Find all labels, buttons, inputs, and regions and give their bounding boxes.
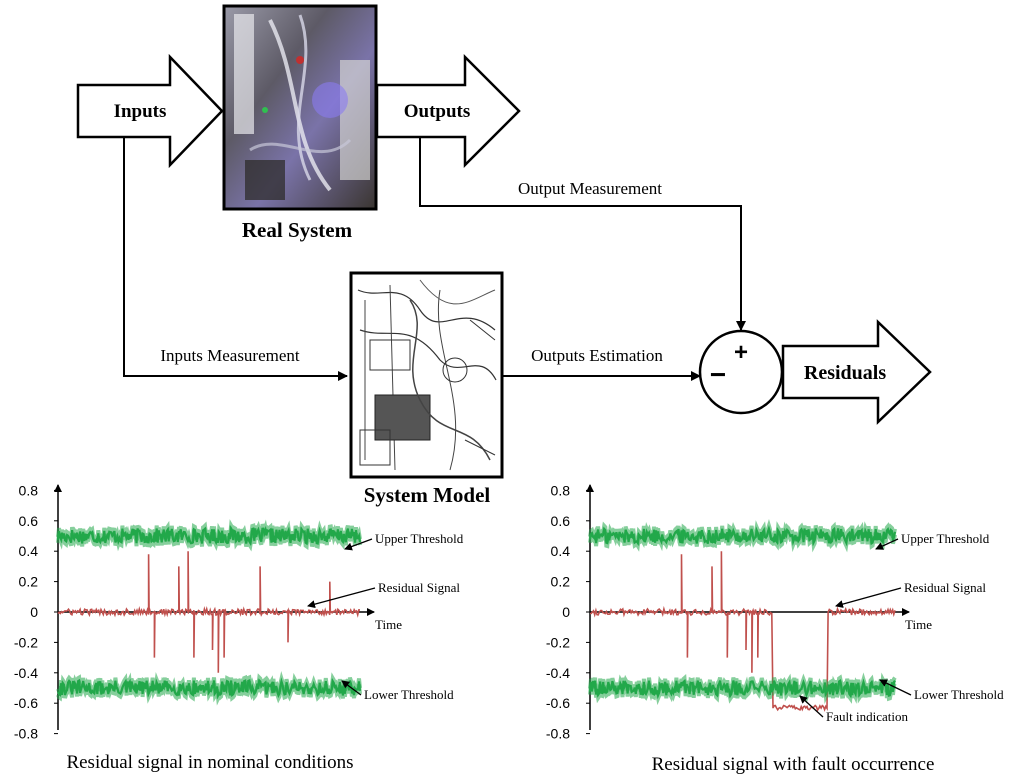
outputs-label: Outputs bbox=[404, 101, 471, 122]
outputs-arrow-shape bbox=[375, 53, 521, 169]
annotation-arrow bbox=[875, 538, 899, 550]
series-band bbox=[56, 670, 362, 700]
annotation-label: Lower Threshold bbox=[364, 687, 454, 702]
y-tick-label: -0.2 bbox=[14, 634, 38, 650]
y-tick-label: 0 bbox=[562, 604, 570, 620]
x-axis-label: Time bbox=[905, 617, 932, 632]
y-tick-label: -0.8 bbox=[546, 726, 570, 742]
annotation-label: Upper Threshold bbox=[901, 531, 990, 546]
nominal-residual-chart: 0.8 0.6 0.4 0.2 0 -0.2 -0.4 -0.6 -0.8 Upper Thres… bbox=[14, 482, 464, 773]
y-tick-label: -0.2 bbox=[546, 634, 570, 650]
inputs-label: Inputs bbox=[114, 101, 167, 122]
annotation-label: Residual Signal bbox=[378, 580, 460, 595]
output-measurement-line bbox=[419, 137, 746, 331]
residuals-label: Residuals bbox=[804, 362, 886, 384]
annotation-arrow bbox=[835, 587, 902, 608]
minus-sign: − bbox=[710, 359, 726, 390]
y-tick-label: 0.8 bbox=[19, 482, 39, 498]
annotation-arrow bbox=[341, 680, 362, 696]
annotation-arrow bbox=[879, 679, 912, 696]
y-tick-label: 0 bbox=[30, 604, 38, 620]
y-tick-label: 0.6 bbox=[551, 513, 571, 529]
output-measurement-label: Output Measurement bbox=[518, 179, 662, 198]
annotation-arrow bbox=[307, 587, 376, 609]
real-system-label: Real System bbox=[242, 218, 353, 242]
system-model-label: System Model bbox=[364, 483, 491, 507]
series-band bbox=[56, 519, 362, 546]
y-tick-label: 0.2 bbox=[551, 574, 571, 590]
system-model-sketch bbox=[349, 271, 504, 479]
y-tick-label: -0.8 bbox=[14, 726, 38, 742]
annotation-arrow bbox=[799, 695, 824, 718]
annotation-label: Lower Threshold bbox=[914, 687, 1004, 702]
y-tick-label: -0.4 bbox=[546, 665, 570, 681]
y-tick-label: 0.4 bbox=[19, 543, 39, 559]
annotation-label: Residual Signal bbox=[904, 580, 986, 595]
series-band bbox=[588, 525, 897, 553]
residuals-arrow-shape bbox=[781, 319, 932, 425]
y-tick-label: 0.2 bbox=[19, 574, 39, 590]
annotation-arrow bbox=[344, 538, 373, 551]
chart-caption: Residual signal with fault occurrence bbox=[652, 754, 935, 775]
outputs-estimation-label: Outputs Estimation bbox=[531, 346, 663, 365]
x-axis-label: Time bbox=[375, 617, 402, 632]
y-tick-label: -0.6 bbox=[546, 695, 570, 711]
y-tick-label: 0.8 bbox=[551, 482, 571, 498]
annotation-label: Fault indication bbox=[826, 709, 908, 724]
y-tick-label: -0.6 bbox=[14, 695, 38, 711]
y-tick-label: 0.4 bbox=[551, 543, 571, 559]
series-band bbox=[588, 672, 897, 700]
series-residual-signal bbox=[57, 551, 360, 673]
chart-caption: Residual signal in nominal conditions bbox=[66, 752, 353, 773]
y-tick-label: -0.4 bbox=[14, 665, 38, 681]
series-residual-signal bbox=[589, 551, 896, 712]
plus-sign: + bbox=[734, 339, 748, 366]
y-tick-label: 0.6 bbox=[19, 513, 39, 529]
annotation-label: Upper Threshold bbox=[375, 531, 464, 546]
fault-residual-chart: 0.8 0.6 0.4 0.2 0 -0.2 -0.4 -0.6 -0.8 Upper Thres… bbox=[546, 482, 1004, 775]
real-system-photo bbox=[222, 4, 378, 211]
inputs-measurement-label: Inputs Measurement bbox=[160, 346, 300, 365]
inputs-arrow-shape bbox=[76, 53, 224, 169]
inputs-measurement-line bbox=[123, 137, 348, 381]
series-band bbox=[588, 519, 897, 547]
